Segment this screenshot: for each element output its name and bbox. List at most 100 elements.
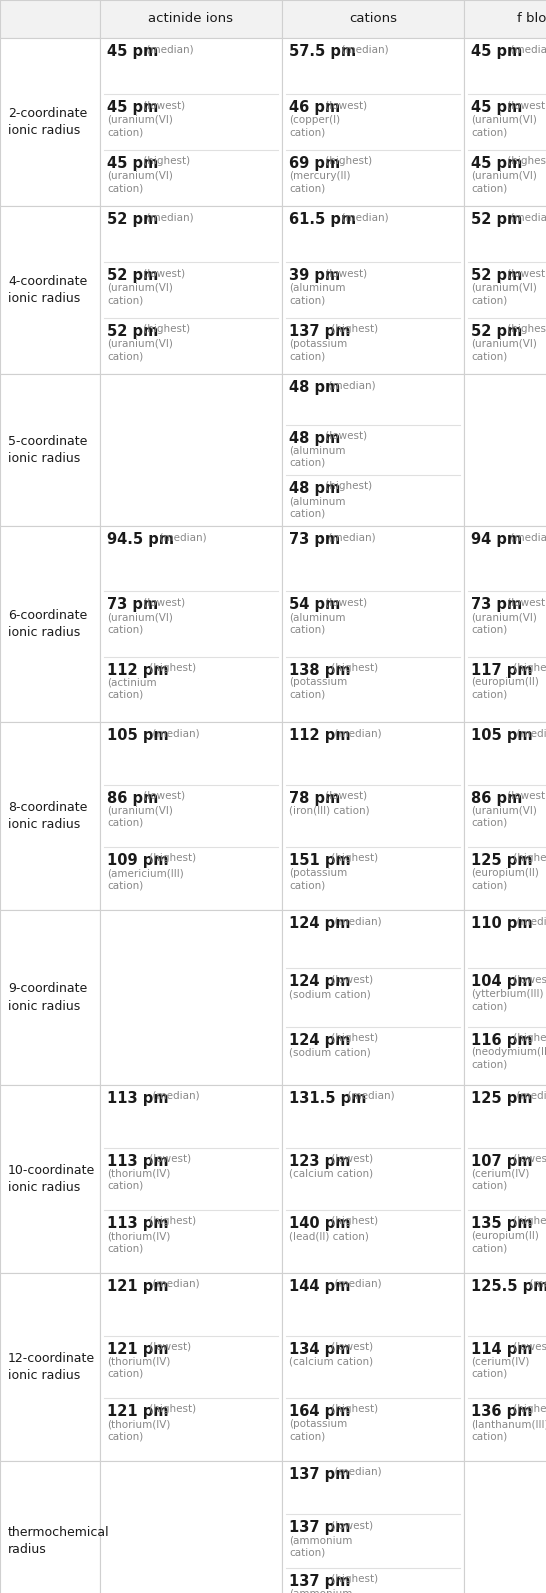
Text: (lowest): (lowest) [510,1341,546,1352]
Text: (lowest): (lowest) [503,597,546,607]
Text: 6-coordinate
ionic radius: 6-coordinate ionic radius [8,609,87,639]
Text: (median): (median) [140,45,193,54]
Text: (median): (median) [503,532,546,542]
Text: (aluminum
cation): (aluminum cation) [289,495,346,518]
Text: f block ions: f block ions [517,13,546,25]
Text: 112 pm: 112 pm [107,663,169,677]
Text: 45 pm: 45 pm [107,100,158,115]
Bar [100,1085,282,1273]
Text: 113 pm: 113 pm [107,1091,169,1106]
Text: (median): (median) [146,1091,200,1101]
Text: (lowest): (lowest) [146,1153,191,1163]
Text: (highest): (highest) [328,854,378,863]
Text: 5-coordinate
ionic radius: 5-coordinate ionic radius [8,435,87,465]
Text: (lanthanum(III)
cation): (lanthanum(III) cation) [471,1419,546,1442]
Text: (lowest): (lowest) [140,268,185,279]
Text: (highest): (highest) [510,1405,546,1415]
Text: (highest): (highest) [146,854,196,863]
Bar [282,205,464,374]
Text: (ammonium
cation): (ammonium cation) [289,1588,352,1593]
Bar [464,1461,546,1593]
Text: (uranium(VI)
cation): (uranium(VI) cation) [471,339,537,362]
Text: 121 pm: 121 pm [107,1279,169,1294]
Text: 45 pm: 45 pm [107,45,158,59]
Bar [100,0,282,38]
Text: 125 pm: 125 pm [471,1091,532,1106]
Text: 45 pm: 45 pm [471,156,523,170]
Text: 121 pm: 121 pm [107,1405,169,1419]
Text: (median): (median) [140,212,193,221]
Bar [100,722,282,910]
Text: 52 pm: 52 pm [107,212,158,226]
Text: (sodium cation): (sodium cation) [289,1047,371,1058]
Text: (lowest): (lowest) [322,430,367,441]
Text: 110 pm: 110 pm [471,916,533,930]
Text: 140 pm: 140 pm [289,1217,351,1231]
Bar [464,374,546,526]
Bar [0,0,100,38]
Text: (median): (median) [523,1279,546,1289]
Text: 105 pm: 105 pm [471,728,533,742]
Bar [0,526,100,722]
Text: 107 pm: 107 pm [471,1153,532,1169]
Bar [282,1461,464,1593]
Text: (lowest): (lowest) [140,597,185,607]
Text: (median): (median) [335,45,388,54]
Text: (lowest): (lowest) [146,1341,191,1352]
Text: 105 pm: 105 pm [107,728,169,742]
Text: (ytterbium(III)
cation): (ytterbium(III) cation) [471,989,543,1012]
Bar [464,38,546,205]
Text: (lowest): (lowest) [322,597,367,607]
Text: (calcium cation): (calcium cation) [289,1356,373,1367]
Text: 73 pm: 73 pm [471,597,522,612]
Text: (uranium(VI)
cation): (uranium(VI) cation) [471,806,537,828]
Text: 8-coordinate
ionic radius: 8-coordinate ionic radius [8,801,87,832]
Text: 125 pm: 125 pm [471,854,532,868]
Text: 69 pm: 69 pm [289,156,340,170]
Text: (uranium(VI)
cation): (uranium(VI) cation) [107,806,173,828]
Text: 117 pm: 117 pm [471,663,532,677]
Text: (lowest): (lowest) [503,790,546,801]
Text: (aluminum
cation): (aluminum cation) [289,282,346,306]
Bar [282,526,464,722]
Text: 123 pm: 123 pm [289,1153,351,1169]
Text: (iron(III) cation): (iron(III) cation) [289,806,370,816]
Bar [282,38,464,205]
Text: (median): (median) [503,212,546,221]
Text: (potassium
cation): (potassium cation) [289,868,347,890]
Text: (potassium
cation): (potassium cation) [289,339,347,362]
Text: (aluminum
cation): (aluminum cation) [289,446,346,468]
Bar [464,722,546,910]
Text: (highest): (highest) [328,1217,378,1227]
Text: 116 pm: 116 pm [471,1032,532,1048]
Text: (lead(II) cation): (lead(II) cation) [289,1231,369,1241]
Bar [282,0,464,38]
Bar [100,1461,282,1593]
Bar [100,374,282,526]
Text: 137 pm: 137 pm [289,323,351,339]
Bar [0,910,100,1085]
Text: (lowest): (lowest) [140,100,185,110]
Text: (highest): (highest) [322,156,372,166]
Text: 39 pm: 39 pm [289,268,340,284]
Text: 113 pm: 113 pm [107,1153,169,1169]
Text: 112 pm: 112 pm [289,728,351,742]
Text: (lowest): (lowest) [322,100,367,110]
Text: (highest): (highest) [140,156,189,166]
Text: 48 pm: 48 pm [289,481,340,497]
Text: (highest): (highest) [510,854,546,863]
Text: (highest): (highest) [328,1574,378,1583]
Text: 151 pm: 151 pm [289,854,351,868]
Text: 54 pm: 54 pm [289,597,340,612]
Bar [282,374,464,526]
Bar [100,1273,282,1461]
Text: (median): (median) [510,1091,546,1101]
Text: (lowest): (lowest) [328,975,373,984]
Text: (sodium cation): (sodium cation) [289,989,371,999]
Text: 94 pm: 94 pm [471,532,522,546]
Text: (uranium(VI)
cation): (uranium(VI) cation) [107,115,173,137]
Bar [100,910,282,1085]
Text: (median): (median) [322,381,375,390]
Text: 52 pm: 52 pm [471,268,523,284]
Text: (copper(I)
cation): (copper(I) cation) [289,115,340,137]
